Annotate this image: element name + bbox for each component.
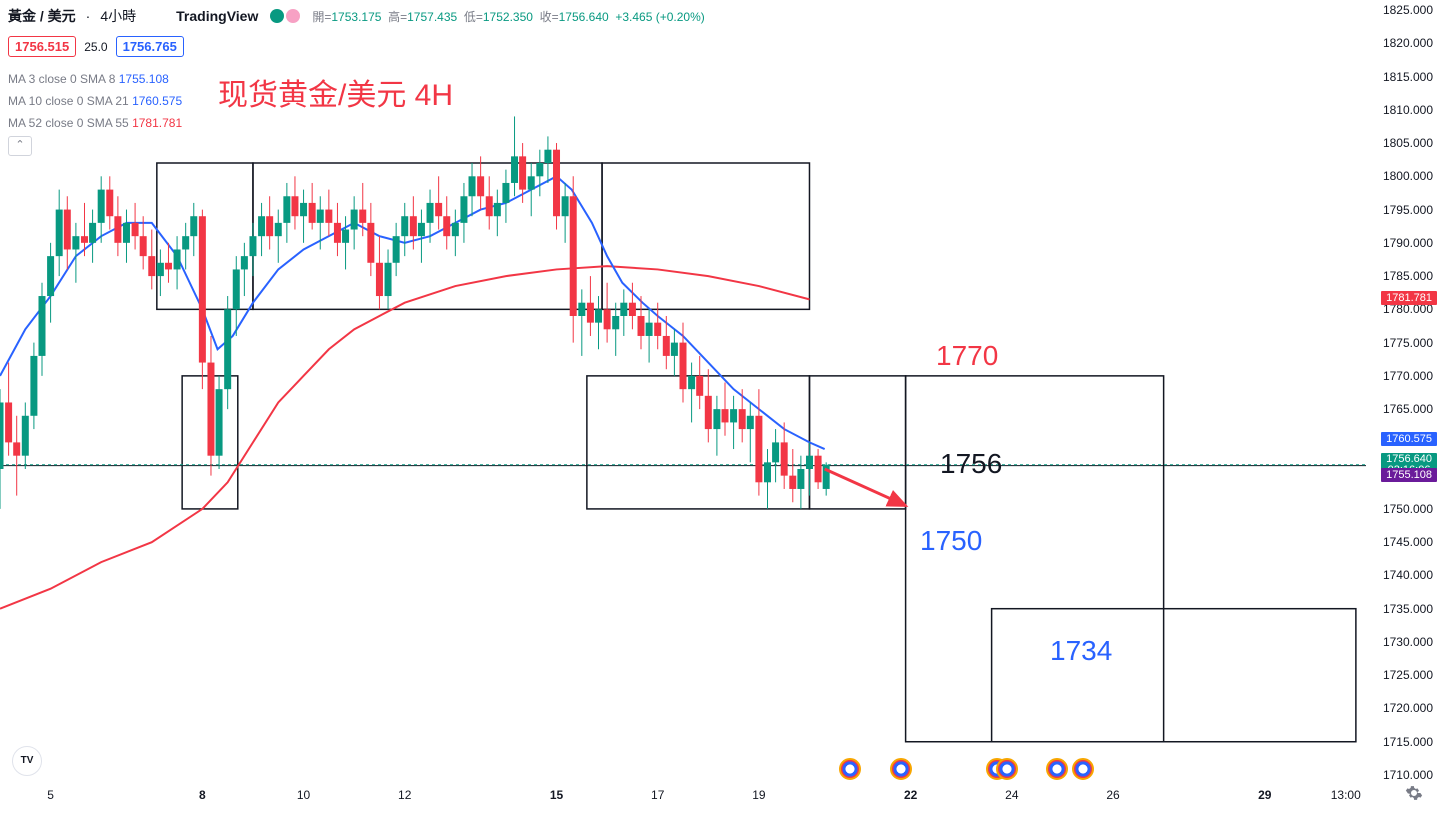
y-tick: 1770.000 (1383, 369, 1433, 383)
timeframe[interactable]: 4小時 (100, 6, 136, 26)
y-tick: 1750.000 (1383, 502, 1433, 516)
x-tick: 22 (904, 788, 917, 802)
x-tick: 19 (752, 788, 765, 802)
x-tick: 15 (550, 788, 563, 802)
y-tick: 1820.000 (1383, 36, 1433, 50)
ma-indicator[interactable]: MA 3 close 0 SMA 8 1755.108 (8, 72, 169, 86)
y-tick: 1765.000 (1383, 402, 1433, 416)
collapse-button[interactable]: ⌃ (8, 136, 32, 156)
status-pills (268, 9, 302, 23)
price-label: 1781.781 (1381, 291, 1437, 305)
bid-tag[interactable]: 1756.515 (8, 36, 76, 57)
x-tick: 8 (199, 788, 206, 802)
calendar-event-icon[interactable] (1046, 758, 1068, 780)
calendar-event-icon[interactable] (890, 758, 912, 780)
ohlc-readout: 開=1753.175 高=1757.435 低=1752.350 收=1756.… (312, 8, 704, 25)
y-tick: 1735.000 (1383, 602, 1433, 616)
y-tick: 1725.000 (1383, 668, 1433, 682)
x-tick: 13:00 (1331, 788, 1361, 802)
chart-canvas[interactable] (0, 0, 1441, 814)
y-tick: 1715.000 (1383, 735, 1433, 749)
pill-live (270, 9, 284, 23)
brand: TradingView (146, 8, 258, 24)
y-tick: 1720.000 (1383, 701, 1433, 715)
dot-sep: · (86, 8, 91, 24)
y-tick: 1730.000 (1383, 635, 1433, 649)
bid-ask-row: 1756.515 25.0 1756.765 (8, 36, 184, 57)
calendar-event-icon[interactable] (1072, 758, 1094, 780)
y-tick: 1825.000 (1383, 3, 1433, 17)
y-tick: 1745.000 (1383, 535, 1433, 549)
chart-header: 黃金 / 美元 · 4小時 TradingView 開=1753.175 高=1… (8, 6, 705, 26)
x-tick: 12 (398, 788, 411, 802)
ma-indicator[interactable]: MA 52 close 0 SMA 55 1781.781 (8, 116, 182, 130)
chart-root: 黃金 / 美元 · 4小時 TradingView 開=1753.175 高=1… (0, 0, 1441, 814)
tv-logo[interactable]: TV (12, 746, 42, 776)
ma-indicator[interactable]: MA 10 close 0 SMA 21 1760.575 (8, 94, 182, 108)
price-label: 1760.575 (1381, 432, 1437, 446)
y-tick: 1790.000 (1383, 236, 1433, 250)
price-annotation: 1734 (1050, 635, 1112, 667)
calendar-event-icon[interactable] (839, 758, 861, 780)
settings-gear-icon[interactable] (1405, 784, 1423, 802)
y-tick: 1810.000 (1383, 103, 1433, 117)
y-tick: 1805.000 (1383, 136, 1433, 150)
x-tick: 10 (297, 788, 310, 802)
symbol-name[interactable]: 黃金 / 美元 (8, 6, 76, 26)
y-tick: 1740.000 (1383, 568, 1433, 582)
y-tick: 1795.000 (1383, 203, 1433, 217)
x-tick: 29 (1258, 788, 1271, 802)
pill-delay (286, 9, 300, 23)
title-annotation: 现货黄金/美元 4H (218, 70, 453, 114)
x-tick: 24 (1005, 788, 1018, 802)
price-annotation: 1750 (920, 525, 982, 557)
y-tick: 1785.000 (1383, 269, 1433, 283)
price-label: 1755.108 (1381, 468, 1437, 482)
y-tick: 1815.000 (1383, 70, 1433, 84)
calendar-event-icon[interactable] (996, 758, 1018, 780)
price-annotation: 1756 (940, 448, 1002, 480)
y-tick: 1710.000 (1383, 768, 1433, 782)
ask-tag[interactable]: 1756.765 (116, 36, 184, 57)
price-annotation: 1770 (936, 340, 998, 372)
x-tick: 26 (1106, 788, 1119, 802)
y-tick: 1775.000 (1383, 336, 1433, 350)
y-tick: 1800.000 (1383, 169, 1433, 183)
spread: 25.0 (84, 40, 107, 54)
x-tick: 5 (47, 788, 54, 802)
x-tick: 17 (651, 788, 664, 802)
